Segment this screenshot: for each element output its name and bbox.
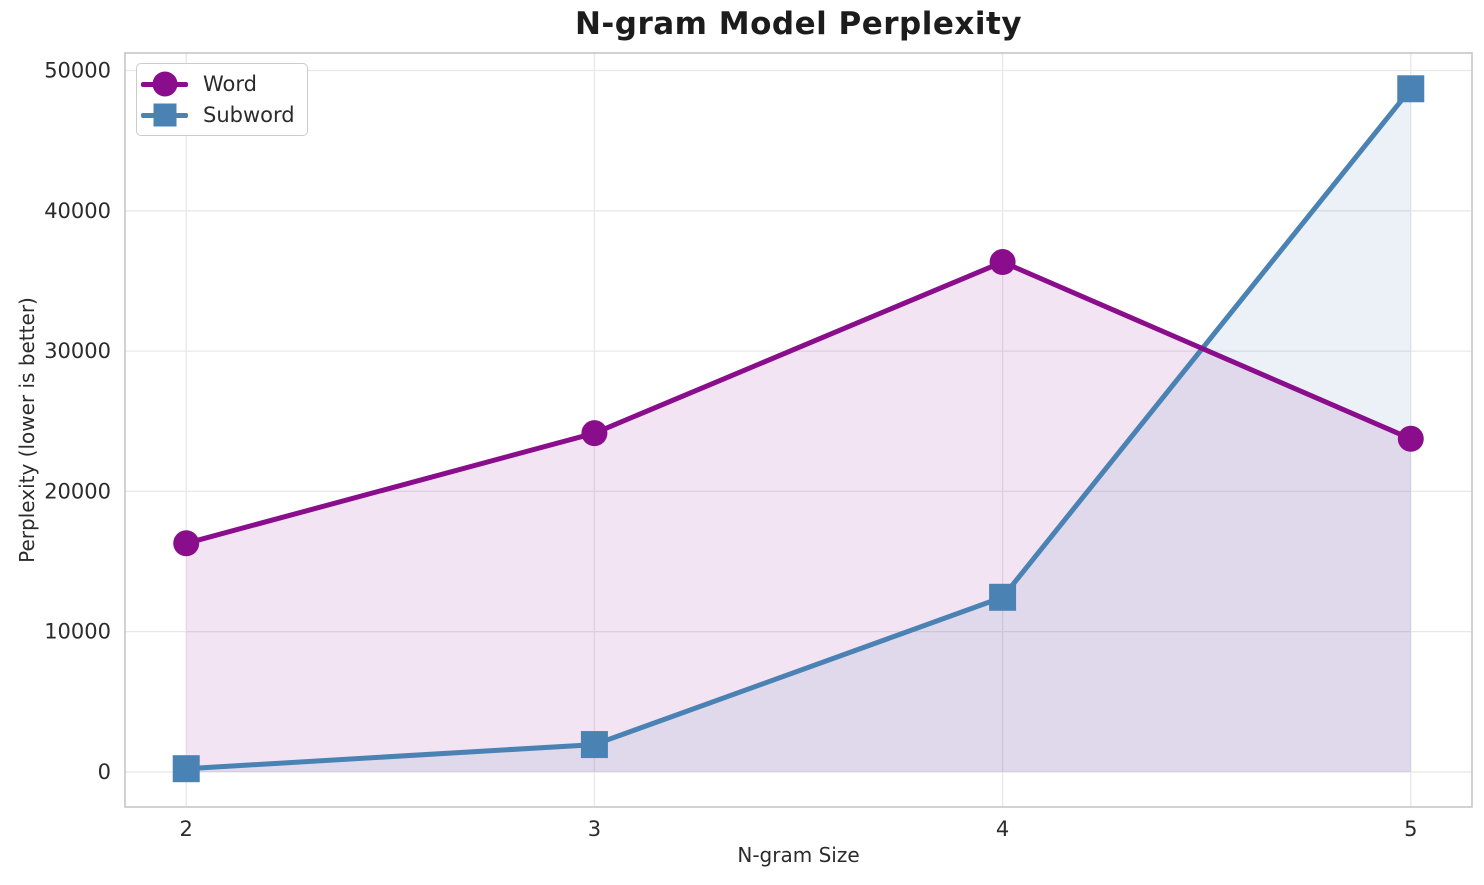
plot-border	[124, 52, 1473, 808]
subword-line	[183, 86, 1414, 772]
x-tick-5: 5	[1404, 817, 1417, 841]
subword-point-5	[1397, 75, 1425, 103]
word-point-5	[1397, 425, 1424, 452]
gridlines	[125, 53, 1472, 807]
y-axis-label: Perplexity (lower is better)	[15, 297, 39, 563]
legend-item-word: Word	[141, 70, 295, 98]
word-point-3	[581, 420, 608, 447]
subword-point-2	[172, 755, 200, 783]
x-tick-4: 4	[996, 817, 1009, 841]
subword-series	[172, 75, 1425, 783]
x-axis-label: N-gram Size	[737, 843, 860, 867]
word-point-2	[173, 530, 200, 557]
legend-item-subword: Subword	[141, 101, 295, 129]
word-area-fill	[186, 262, 1411, 772]
legend-label-word: Word	[203, 72, 257, 96]
y-tick-30000: 30000	[44, 339, 111, 363]
word-series	[173, 249, 1424, 557]
tick-labels: 0 10000 20000 30000 40000 50000 2 3 4 5	[44, 59, 1417, 841]
word-circle-marker	[152, 71, 177, 97]
subword-point-3	[580, 731, 608, 759]
legend-label-subword: Subword	[203, 103, 295, 127]
chart-title: N-gram Model Perplexity	[574, 6, 1023, 42]
word-line-marker	[141, 70, 188, 98]
y-tick-10000: 10000	[44, 620, 111, 644]
subword-square-marker	[153, 103, 176, 127]
word-line	[183, 259, 1414, 546]
y-tick-50000: 50000	[44, 59, 111, 83]
subword-point-4	[989, 583, 1017, 611]
subword-line-marker	[141, 101, 188, 129]
word-point-4	[989, 249, 1016, 276]
y-tick-0: 0	[98, 760, 111, 784]
y-tick-20000: 20000	[44, 479, 111, 503]
legend: Word Subword	[136, 63, 308, 136]
subword-area-fill	[186, 88, 1411, 772]
y-tick-40000: 40000	[44, 199, 111, 223]
x-tick-3: 3	[588, 817, 601, 841]
x-tick-2: 2	[180, 817, 193, 841]
